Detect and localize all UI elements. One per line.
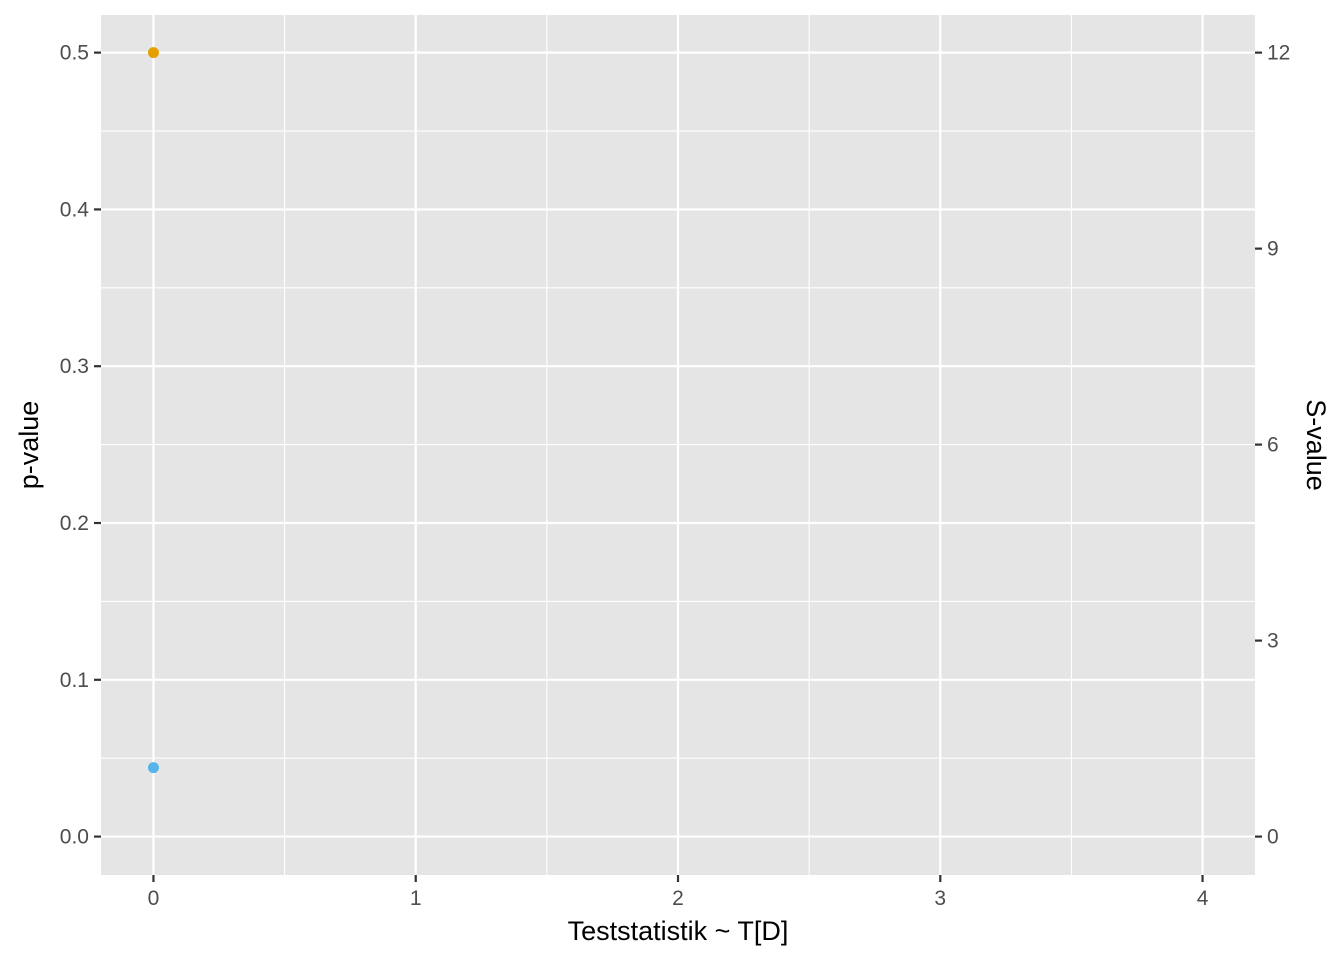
data-point: [147, 47, 159, 59]
y2-tick-label: 3: [1267, 630, 1279, 653]
grid: [101, 15, 1255, 875]
x-tick-label: 4: [1197, 887, 1209, 910]
y-axis-title: p-value: [14, 401, 44, 490]
x-axis-title: Teststatistik ~ T[D]: [568, 916, 789, 946]
x-tick-label: 1: [410, 887, 422, 910]
data-point: [147, 762, 159, 774]
x-tick-label: 2: [672, 887, 684, 910]
y2-tick-label: 6: [1267, 434, 1279, 457]
y2-axis-title: S-value: [1301, 399, 1331, 491]
y-tick-label: 0.3: [60, 355, 89, 378]
y2-tick-label: 12: [1267, 42, 1290, 65]
x-tick-label: 3: [934, 887, 946, 910]
points: [147, 47, 159, 774]
y-tick-label: 0.4: [60, 198, 90, 221]
x-tick-label: 0: [148, 887, 160, 910]
y-tick-label: 0.0: [60, 826, 89, 849]
y-tick-label: 0.1: [60, 669, 89, 692]
y-tick-label: 0.5: [60, 42, 89, 65]
y2-tick-label: 0: [1267, 826, 1279, 849]
y-tick-label: 0.2: [60, 512, 89, 535]
y2-tick-label: 9: [1267, 238, 1279, 261]
